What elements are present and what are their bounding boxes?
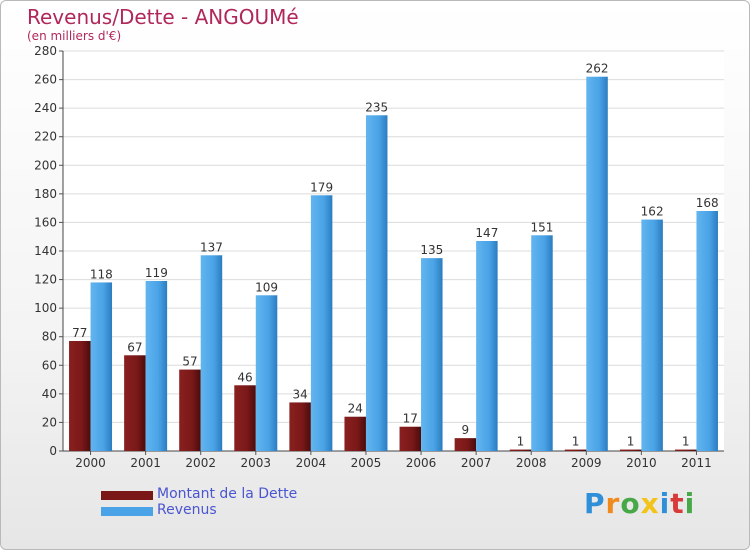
logo-letter: P — [584, 487, 606, 520]
y-tick-label: 180 — [34, 187, 57, 201]
x-tick-label: 2000 — [75, 456, 106, 470]
data-label-revenus: 109 — [255, 280, 278, 294]
data-label-revenus: 119 — [145, 266, 168, 280]
bar-revenus — [200, 255, 223, 451]
bar-dette — [619, 449, 642, 451]
data-label-revenus: 162 — [641, 205, 664, 219]
data-label-revenus: 147 — [475, 226, 498, 240]
proxiti-logo: Proxiti — [584, 487, 695, 520]
data-label-dette: 67 — [127, 340, 142, 354]
logo-letter: i — [659, 487, 671, 520]
y-tick-label: 60 — [42, 358, 57, 372]
data-label-revenus: 118 — [90, 267, 113, 281]
bar-revenus — [365, 115, 388, 452]
bar-dette — [509, 449, 532, 451]
data-label-revenus: 262 — [586, 62, 609, 76]
data-label-dette: 77 — [72, 326, 87, 340]
logo-letter: t — [670, 487, 685, 520]
bar-dette — [124, 355, 146, 451]
legend-swatch-revenus — [101, 507, 153, 516]
data-label-dette: 1 — [682, 435, 690, 449]
data-label-dette: 34 — [292, 387, 307, 401]
data-label-revenus: 235 — [365, 100, 388, 114]
y-tick-label: 220 — [34, 130, 57, 144]
bar-revenus — [531, 235, 553, 451]
y-tick-label: 80 — [42, 330, 57, 344]
logo-letter: i — [684, 487, 696, 520]
bar-revenus — [476, 241, 498, 451]
y-tick-label: 260 — [34, 73, 57, 87]
data-label-revenus: 168 — [696, 196, 719, 210]
bar-revenus — [421, 258, 443, 451]
chart-subtitle: (en milliers d'€) — [27, 29, 122, 43]
x-tick-label: 2007 — [461, 456, 492, 470]
bar-revenus — [696, 211, 718, 451]
bar-dette — [454, 438, 477, 451]
x-tick-label: 2011 — [681, 456, 712, 470]
x-tick-label: 2004 — [296, 456, 327, 470]
bar-revenus — [641, 219, 663, 451]
bar-revenus — [90, 282, 113, 451]
y-tick-label: 20 — [42, 415, 57, 429]
bar-revenus — [586, 76, 608, 451]
y-tick-label: 140 — [34, 244, 57, 258]
y-tick-label: 100 — [34, 301, 57, 315]
data-label-dette: 1 — [517, 435, 525, 449]
bar-dette — [289, 402, 311, 451]
y-tick-label: 200 — [34, 158, 57, 172]
legend-label-dette: Montant de la Dette — [157, 486, 298, 502]
y-tick-label: 0 — [49, 444, 57, 458]
bar-revenus — [145, 281, 168, 451]
y-tick-label: 160 — [34, 215, 57, 229]
bar-dette — [179, 369, 201, 451]
data-label-dette: 1 — [572, 435, 580, 449]
legend-label-revenus: Revenus — [157, 502, 217, 518]
bar-dette — [564, 449, 587, 451]
x-tick-label: 2002 — [185, 456, 216, 470]
bar-dette — [399, 426, 422, 451]
x-tick-label: 2010 — [626, 456, 657, 470]
logo-letter: x — [640, 487, 660, 520]
data-label-dette: 57 — [182, 355, 197, 369]
data-label-revenus: 137 — [200, 240, 223, 254]
legend-swatch-dette — [101, 491, 153, 500]
data-label-dette: 17 — [403, 412, 418, 426]
data-label-dette: 24 — [348, 402, 363, 416]
bar-revenus — [255, 295, 278, 451]
data-label-dette: 1 — [627, 435, 635, 449]
x-tick-label: 2005 — [351, 456, 382, 470]
data-label-revenus: 151 — [531, 220, 554, 234]
data-label-revenus: 179 — [310, 180, 333, 194]
bar-revenus — [310, 195, 333, 451]
y-tick-label: 240 — [34, 101, 57, 115]
logo-letter: r — [605, 487, 621, 520]
bar-dette — [674, 449, 697, 451]
x-tick-label: 2003 — [241, 456, 272, 470]
y-tick-label: 40 — [42, 387, 57, 401]
y-tick-label: 120 — [34, 273, 57, 287]
x-tick-label: 2008 — [516, 456, 547, 470]
bar-dette — [69, 341, 91, 451]
y-tick-label: 280 — [34, 44, 57, 58]
chart-title: Revenus/Dette - ANGOUMé — [27, 5, 299, 29]
x-tick-label: 2009 — [571, 456, 602, 470]
x-tick-label: 2001 — [130, 456, 161, 470]
data-label-revenus: 135 — [420, 243, 443, 257]
x-tick-label: 2006 — [406, 456, 437, 470]
bar-dette — [234, 385, 256, 451]
bar-dette — [344, 416, 366, 451]
data-label-dette: 46 — [237, 370, 252, 384]
data-label-dette: 9 — [462, 423, 470, 437]
logo-letter: o — [620, 487, 641, 520]
